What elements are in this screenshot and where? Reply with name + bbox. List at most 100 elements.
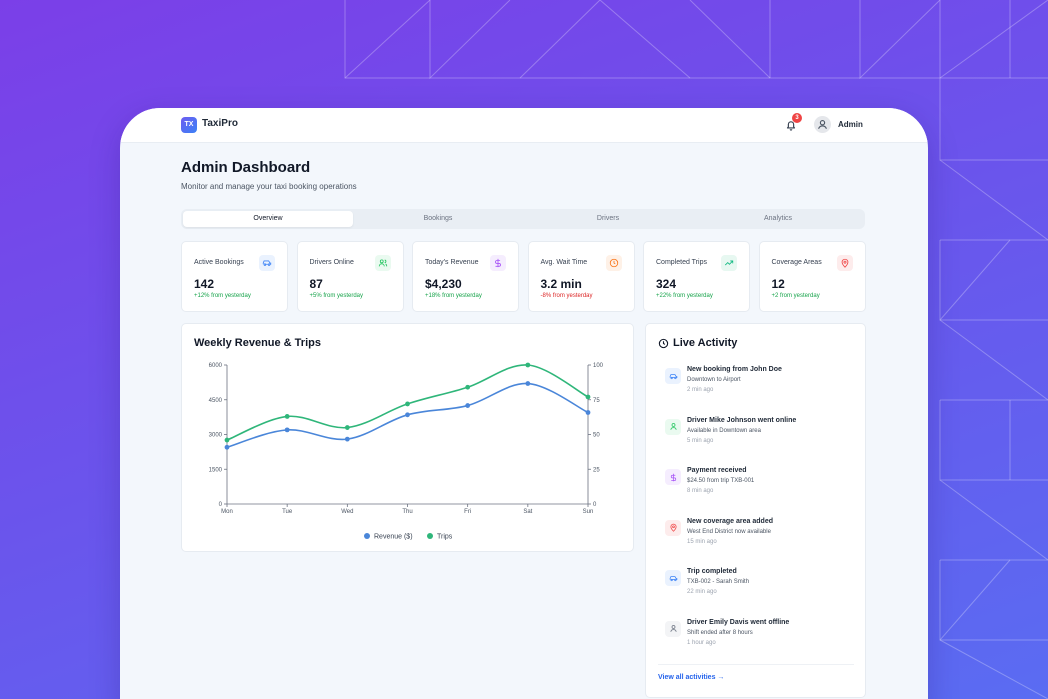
user-icon bbox=[818, 120, 827, 129]
data-point[interactable] bbox=[405, 412, 410, 418]
tab-overview[interactable]: Overview bbox=[183, 211, 353, 227]
x-tick-label: Sat bbox=[523, 509, 532, 515]
activity-item-title: Trip completed bbox=[687, 568, 737, 575]
activity-item-desc: West End District now available bbox=[687, 528, 771, 535]
stat-label: Active Bookings bbox=[194, 259, 244, 266]
page-subtitle: Monitor and manage your taxi booking ope… bbox=[181, 182, 357, 191]
stat-value: $4,230 bbox=[425, 277, 462, 291]
data-point[interactable] bbox=[344, 425, 350, 430]
activity-item-title: Driver Emily Davis went offline bbox=[687, 618, 790, 626]
tab-analytics[interactable]: Analytics bbox=[763, 215, 792, 222]
stat-card-revenue[interactable]: Today's Revenue $4,230 +18% from yesterd… bbox=[412, 241, 519, 312]
activity-item[interactable]: New coverage area added West End District… bbox=[658, 518, 858, 562]
users-icon bbox=[374, 255, 391, 271]
tab-bookings[interactable]: Bookings bbox=[423, 215, 453, 222]
y-tick-label-right: 25 bbox=[593, 467, 600, 473]
y-tick-label-right: 50 bbox=[593, 433, 600, 439]
legend-marker-trips bbox=[427, 533, 433, 539]
activity-item-desc: Available in Downtown area bbox=[687, 427, 761, 434]
stat-label: Today's Revenue bbox=[425, 259, 479, 266]
y-tick-label-right: 100 bbox=[593, 363, 604, 369]
activity-item[interactable]: Trip completed TXB-002 - Sarah Smith 22 mi… bbox=[658, 568, 858, 612]
top-navbar: TX TaxiPro 3 Admin bbox=[120, 108, 928, 143]
car-icon bbox=[259, 255, 275, 271]
data-point[interactable] bbox=[224, 437, 230, 443]
bell-icon[interactable] bbox=[784, 118, 798, 132]
trending-up-icon bbox=[721, 255, 737, 271]
data-point[interactable] bbox=[465, 384, 471, 390]
data-point[interactable] bbox=[224, 444, 230, 450]
y-tick-label-left: 6000 bbox=[209, 363, 223, 369]
stat-change: +12% from yesterday bbox=[194, 293, 251, 299]
user-name[interactable]: Admin bbox=[838, 120, 863, 129]
data-point[interactable] bbox=[344, 436, 350, 442]
legend-label-trips[interactable]: Trips bbox=[437, 534, 453, 541]
stat-card-wait-time[interactable]: Avg. Wait Time 3.2 min -8% from yesterda… bbox=[527, 241, 635, 312]
activity-item[interactable]: Payment received $24.50 from trip TXB-001… bbox=[658, 467, 858, 511]
data-point[interactable] bbox=[405, 401, 410, 407]
stat-label: Coverage Areas bbox=[771, 259, 822, 266]
user-icon bbox=[665, 418, 681, 435]
legend-label-revenue[interactable]: Revenue ($) bbox=[374, 534, 413, 541]
y-tick-label-left: 4500 bbox=[209, 398, 223, 404]
stat-change: +5% from yesterday bbox=[309, 293, 364, 299]
data-point[interactable] bbox=[525, 362, 531, 368]
view-all-activities-link[interactable]: View all activities → bbox=[658, 674, 725, 681]
stat-card-completed-trips[interactable]: Completed Trips 324 +22% from yesterday bbox=[643, 241, 750, 312]
y-tick-label-right: 75 bbox=[593, 398, 600, 404]
x-tick-label: Thu bbox=[402, 509, 412, 515]
tab-drivers[interactable]: Drivers bbox=[596, 215, 620, 222]
activity-item[interactable]: Driver Emily Davis went offline Shift end… bbox=[658, 619, 858, 663]
avatar[interactable] bbox=[814, 116, 831, 133]
x-tick-label: Fri bbox=[464, 509, 471, 515]
stat-value: 142 bbox=[194, 277, 215, 291]
user-icon bbox=[665, 620, 681, 637]
stat-change: -8% from yesterday bbox=[540, 293, 593, 299]
car-icon bbox=[665, 570, 681, 586]
stat-value: 87 bbox=[309, 277, 323, 291]
app-name[interactable]: TaxiPro bbox=[202, 118, 238, 129]
dollar-icon bbox=[665, 469, 681, 485]
activity-title: Live Activity bbox=[673, 337, 738, 349]
activity-item-desc: TXB-002 - Sarah Smith bbox=[687, 579, 750, 585]
activity-item-title: New booking from John Doe bbox=[687, 366, 782, 373]
x-tick-label: Wed bbox=[341, 509, 353, 515]
stat-change: +18% from yesterday bbox=[425, 293, 482, 299]
dollar-icon bbox=[490, 255, 506, 271]
stat-label: Completed Trips bbox=[656, 259, 707, 266]
y-tick-label-left: 0 bbox=[219, 502, 223, 508]
activity-item[interactable]: Driver Mike Johnson went online Available… bbox=[658, 417, 858, 461]
page-title: Admin Dashboard bbox=[181, 159, 311, 176]
x-tick-label: Sun bbox=[583, 509, 594, 515]
legend-marker-revenue bbox=[364, 533, 370, 539]
data-point[interactable] bbox=[284, 414, 290, 419]
stat-card-drivers-online[interactable]: Drivers Online 87 +5% from yesterday bbox=[296, 241, 404, 312]
x-tick-label: Mon bbox=[221, 509, 233, 515]
tab-bar: Overview Bookings Drivers Analytics bbox=[181, 209, 865, 229]
dashboard-window: TX TaxiPro 3 Admin Admin Dashboard Monit… bbox=[120, 108, 928, 699]
clock-icon bbox=[605, 255, 622, 271]
activity-item-time: 22 min ago bbox=[687, 589, 717, 595]
activity-item-desc: Shift ended after 8 hours bbox=[687, 629, 753, 636]
revenue-chart-card: Weekly Revenue & Trips 0 1500 3000 4500 6000… bbox=[181, 323, 634, 552]
data-point[interactable] bbox=[585, 394, 591, 400]
data-point[interactable] bbox=[284, 427, 290, 433]
chart-title: Weekly Revenue & Trips bbox=[194, 337, 321, 349]
data-point[interactable] bbox=[585, 410, 591, 415]
x-tick-label: Tue bbox=[282, 509, 293, 515]
activity-item-time: 2 min ago bbox=[687, 387, 714, 393]
data-point[interactable] bbox=[525, 381, 531, 386]
logo-icon: TX bbox=[181, 117, 197, 133]
stat-change: +22% from yesterday bbox=[656, 293, 713, 299]
data-point[interactable] bbox=[465, 403, 471, 408]
stat-card-coverage-areas[interactable]: Coverage Areas 12 +2 from yesterday bbox=[758, 241, 866, 312]
y-tick-label-left: 3000 bbox=[209, 433, 223, 439]
live-activity-card: Live Activity New booking from John Doe D… bbox=[645, 323, 866, 698]
map-pin-icon bbox=[836, 255, 853, 271]
stat-change: +2 from yesterday bbox=[771, 293, 820, 299]
stat-value: 12 bbox=[771, 277, 785, 291]
stat-card-active-bookings[interactable]: Active Bookings 142 +12% from yesterday bbox=[181, 241, 288, 312]
activity-item-title: Driver Mike Johnson went online bbox=[687, 416, 797, 424]
activity-item[interactable]: New booking from John Doe Downtown to Air… bbox=[658, 366, 858, 410]
